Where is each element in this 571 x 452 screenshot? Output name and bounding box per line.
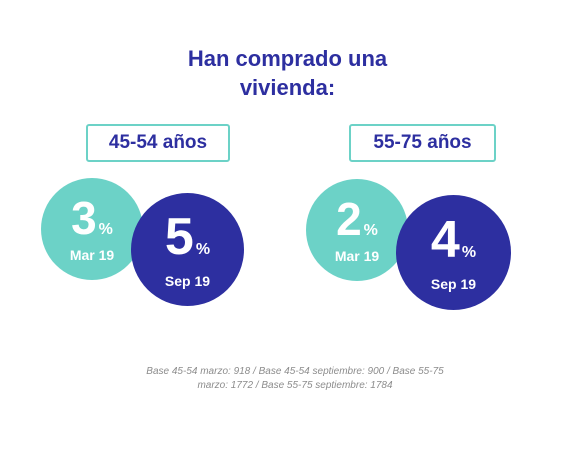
page-title: Han comprado una vivienda: [150,44,425,102]
age-group-text: 45-54 años [108,132,208,153]
circle-45-54-sep19: 5 % Sep 19 [131,193,244,306]
percent-sign: % [98,221,113,238]
age-group-text: 55-75 años [373,132,472,153]
stat-period: Mar 19 [69,247,115,263]
age-group-label-45-54: 45-54 años [86,124,230,162]
percent-sign: % [195,240,211,258]
age-group-label-55-75: 55-75 años [349,124,496,162]
stat-period: Sep 19 [164,272,211,289]
circle-55-75-sep19: 4 % Sep 19 [396,195,511,310]
base-footnote: Base 45-54 marzo: 918 / Base 45-54 septi… [146,366,444,391]
stat-number: 5 [164,207,194,266]
stat-value: 4 % [431,214,476,266]
stat-value: 5 % [165,211,210,263]
title-line-2: vivienda: [239,75,336,100]
stat-value: 2 % [336,196,378,242]
circle-55-75-mar19: 2 % Mar 19 [306,179,408,281]
stat-number: 3 [71,192,97,244]
percent-sign: % [461,243,477,261]
stat-value: 3 % [71,195,113,241]
stat-period: Sep 19 [430,275,477,292]
percent-sign: % [363,222,378,239]
title-line-1: Han comprado una [187,46,388,71]
stat-number: 4 [430,210,460,269]
stat-number: 2 [336,193,362,245]
stat-period: Mar 19 [334,248,380,264]
circle-45-54-mar19: 3 % Mar 19 [41,178,143,280]
